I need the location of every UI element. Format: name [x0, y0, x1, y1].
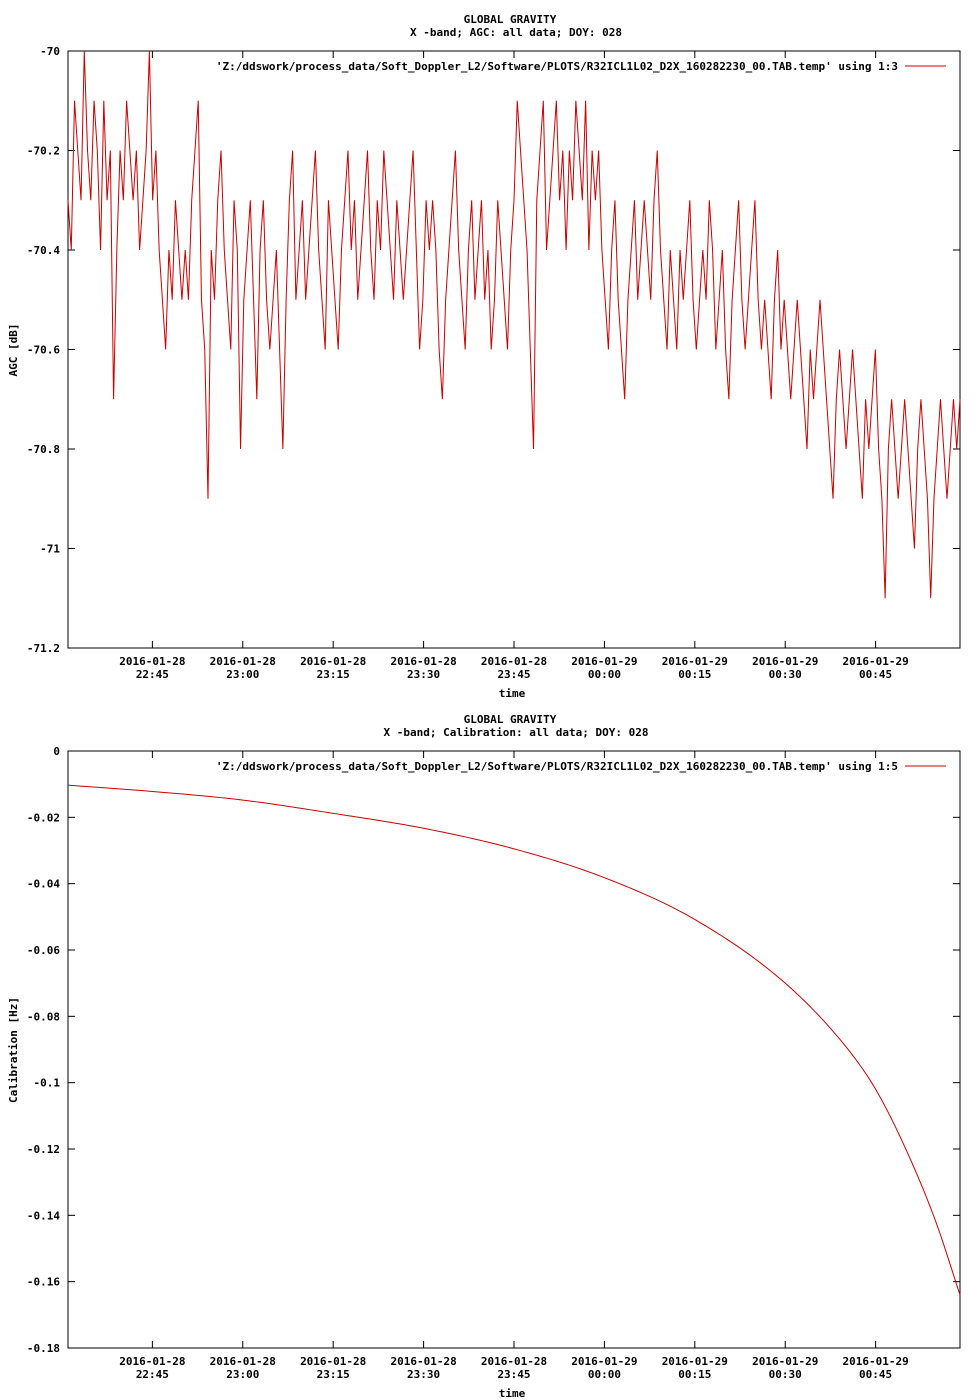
x-tick-label-date: 2016-01-28	[390, 655, 456, 668]
x-tick-label-time: 00:45	[859, 668, 892, 681]
x-tick-label-time: 00:15	[678, 668, 711, 681]
y-tick-label: -0.14	[27, 1209, 60, 1222]
legend-text: 'Z:/ddswork/process_data/Soft_Doppler_L2…	[216, 60, 898, 73]
y-tick-label: -70	[40, 45, 60, 58]
x-tick-label-date: 2016-01-29	[571, 655, 637, 668]
x-tick-label-date: 2016-01-29	[662, 655, 728, 668]
y-tick-label: -0.06	[27, 944, 60, 957]
y-tick-label: -71.2	[27, 642, 60, 655]
y-ticks: 0 -0.02 -0.04 -0.06 -0.08 -0.1 -0.12 -0.14 -0.16…	[27, 745, 960, 1355]
x-tick-label-date: 2016-01-28	[481, 1355, 547, 1368]
chart-subtitle: X -band; Calibration: all data; DOY: 028	[384, 726, 649, 739]
x-tick-label-time: 23:15	[317, 668, 350, 681]
calibration-series-line	[67, 784, 961, 1296]
x-tick-label-date: 2016-01-28	[119, 655, 185, 668]
y-tick-label: -0.16	[27, 1276, 60, 1289]
y-tick-label: -70.4	[27, 244, 60, 257]
x-tick-label-time: 00:00	[588, 1368, 621, 1381]
x-tick-label-date: 2016-01-28	[300, 1355, 366, 1368]
x-tick-label-date: 2016-01-28	[210, 1355, 276, 1368]
x-axis-label: time	[499, 687, 526, 700]
x-tick-label-time: 22:45	[136, 668, 169, 681]
x-tick-label-date: 2016-01-28	[210, 655, 276, 668]
y-axis-label: Calibration [Hz]	[7, 997, 20, 1103]
x-ticks: 2016-01-2822:452016-01-2823:002016-01-28…	[119, 751, 909, 1381]
x-tick-label-time: 23:45	[497, 1368, 530, 1381]
x-tick-label-time: 00:15	[678, 1368, 711, 1381]
y-ticks: -70 -70.2 -70.4 -70.6 -70.8 -71 -71.2	[27, 45, 960, 655]
x-tick-label-date: 2016-01-29	[571, 1355, 637, 1368]
chart-title: GLOBAL GRAVITY	[464, 13, 557, 26]
x-tick-label-date: 2016-01-29	[843, 1355, 909, 1368]
y-axis-label: AGC [dB]	[7, 324, 20, 377]
x-ticks: 2016-01-2822:452016-01-2823:002016-01-28…	[119, 51, 909, 681]
x-tick-label-time: 00:30	[769, 668, 802, 681]
x-tick-label-date: 2016-01-29	[662, 1355, 728, 1368]
x-tick-label-time: 23:15	[317, 1368, 350, 1381]
x-tick-label-time: 00:45	[859, 1368, 892, 1381]
chart-title: GLOBAL GRAVITY	[464, 713, 557, 726]
y-tick-label: 0	[53, 745, 60, 758]
x-axis-label: time	[499, 1387, 526, 1400]
y-tick-label: -0.18	[27, 1342, 60, 1355]
calibration-chart: GLOBAL GRAVITY X -band; Calibration: all…	[7, 713, 961, 1400]
x-tick-label-date: 2016-01-28	[300, 655, 366, 668]
y-tick-label: -70.6	[27, 344, 60, 357]
x-tick-label-date: 2016-01-29	[843, 655, 909, 668]
x-tick-label-date: 2016-01-28	[119, 1355, 185, 1368]
x-tick-label-time: 00:30	[769, 1368, 802, 1381]
y-tick-label: -0.02	[27, 811, 60, 824]
x-tick-label-time: 23:30	[407, 668, 440, 681]
y-tick-label: -70.2	[27, 145, 60, 158]
chart-subtitle: X -band; AGC: all data; DOY: 028	[410, 26, 622, 39]
x-tick-label-date: 2016-01-29	[752, 655, 818, 668]
x-tick-label-time: 23:45	[497, 668, 530, 681]
x-tick-label-time: 23:00	[226, 668, 259, 681]
y-tick-label: -70.8	[27, 443, 60, 456]
y-tick-label: -0.1	[34, 1077, 61, 1090]
x-tick-label-date: 2016-01-29	[752, 1355, 818, 1368]
y-tick-label: -71	[40, 543, 60, 556]
legend-text: 'Z:/ddswork/process_data/Soft_Doppler_L2…	[216, 760, 898, 773]
y-tick-label: -0.08	[27, 1010, 60, 1023]
x-tick-label-time: 23:00	[226, 1368, 259, 1381]
agc-chart: GLOBAL GRAVITY X -band; AGC: all data; D…	[7, 13, 961, 700]
x-tick-label-time: 23:30	[407, 1368, 440, 1381]
y-tick-label: -0.04	[27, 878, 60, 891]
y-tick-label: -0.12	[27, 1143, 60, 1156]
x-tick-label-time: 00:00	[588, 668, 621, 681]
x-tick-label-date: 2016-01-28	[390, 1355, 456, 1368]
plot-frame	[67, 50, 961, 649]
x-tick-label-date: 2016-01-28	[481, 655, 547, 668]
x-tick-label-time: 22:45	[136, 1368, 169, 1381]
plot-frame	[67, 750, 961, 1349]
agc-series-line	[67, 50, 961, 599]
